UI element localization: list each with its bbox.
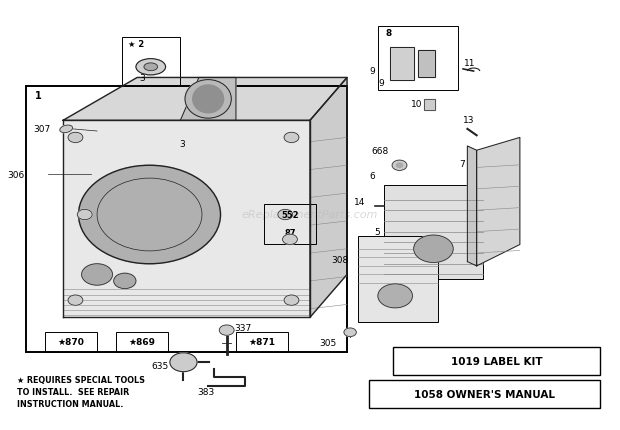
- Circle shape: [284, 295, 299, 306]
- Text: 3: 3: [140, 74, 145, 83]
- Text: 11: 11: [464, 59, 476, 68]
- Circle shape: [392, 161, 407, 171]
- Circle shape: [219, 325, 234, 335]
- Circle shape: [68, 133, 83, 143]
- Text: 9: 9: [369, 67, 375, 76]
- Bar: [115, 332, 168, 352]
- Text: 552: 552: [281, 211, 299, 219]
- Ellipse shape: [185, 80, 231, 119]
- Circle shape: [78, 210, 92, 220]
- Bar: [122, 38, 180, 87]
- Bar: [26, 87, 347, 352]
- Bar: [418, 50, 435, 78]
- Text: ★ 2: ★ 2: [128, 40, 144, 49]
- Bar: [378, 27, 458, 91]
- Circle shape: [68, 295, 83, 306]
- Text: 1: 1: [35, 91, 42, 101]
- Ellipse shape: [136, 59, 166, 76]
- Text: 668: 668: [371, 147, 388, 155]
- Text: 1058 OWNER'S MANUAL: 1058 OWNER'S MANUAL: [414, 389, 555, 399]
- Polygon shape: [63, 78, 347, 121]
- Text: 308: 308: [332, 255, 349, 264]
- Circle shape: [278, 210, 293, 220]
- Circle shape: [79, 166, 221, 264]
- Circle shape: [113, 273, 136, 289]
- Polygon shape: [310, 78, 347, 317]
- Circle shape: [82, 264, 112, 286]
- Circle shape: [344, 328, 356, 337]
- Text: 8: 8: [386, 29, 392, 38]
- Bar: [384, 185, 483, 279]
- Bar: [418, 50, 435, 78]
- Ellipse shape: [60, 126, 73, 133]
- Circle shape: [396, 164, 402, 168]
- Text: 13: 13: [463, 116, 474, 125]
- Polygon shape: [467, 147, 477, 266]
- Text: 87: 87: [284, 228, 296, 237]
- Circle shape: [170, 353, 197, 372]
- Text: 3: 3: [179, 140, 185, 149]
- Bar: [424, 100, 435, 111]
- Text: 383: 383: [197, 387, 215, 396]
- Text: 7: 7: [459, 159, 465, 168]
- Text: 5: 5: [374, 227, 379, 236]
- Text: ★ REQUIRES SPECIAL TOOLS
TO INSTALL.  SEE REPAIR
INSTRUCTION MANUAL.: ★ REQUIRES SPECIAL TOOLS TO INSTALL. SEE…: [17, 375, 145, 408]
- Bar: [358, 237, 438, 322]
- Circle shape: [378, 284, 412, 308]
- Text: 9: 9: [379, 79, 384, 88]
- Text: 635: 635: [151, 361, 169, 370]
- Circle shape: [284, 133, 299, 143]
- Text: 6: 6: [370, 172, 376, 181]
- Text: 306: 306: [7, 170, 25, 179]
- Bar: [45, 332, 97, 352]
- Text: 305: 305: [319, 339, 337, 348]
- Text: 307: 307: [33, 125, 50, 134]
- Bar: [369, 381, 600, 408]
- Text: 337: 337: [235, 324, 252, 333]
- Bar: [393, 347, 600, 375]
- Bar: [264, 204, 316, 245]
- Text: ★869: ★869: [128, 338, 155, 347]
- Text: 1019 LABEL KIT: 1019 LABEL KIT: [451, 356, 542, 366]
- Text: 10: 10: [412, 99, 423, 108]
- Circle shape: [283, 235, 298, 245]
- Text: ★871: ★871: [249, 338, 276, 347]
- Polygon shape: [180, 78, 236, 121]
- Bar: [424, 100, 435, 111]
- Polygon shape: [477, 138, 520, 266]
- Text: eReplacementParts.com: eReplacementParts.com: [242, 210, 378, 220]
- Text: ★870: ★870: [58, 338, 84, 347]
- Bar: [390, 49, 414, 80]
- Circle shape: [414, 236, 453, 263]
- Bar: [390, 49, 414, 80]
- Polygon shape: [63, 121, 310, 317]
- Bar: [236, 332, 288, 352]
- Ellipse shape: [193, 86, 224, 114]
- Ellipse shape: [144, 64, 157, 71]
- Text: 14: 14: [354, 198, 366, 207]
